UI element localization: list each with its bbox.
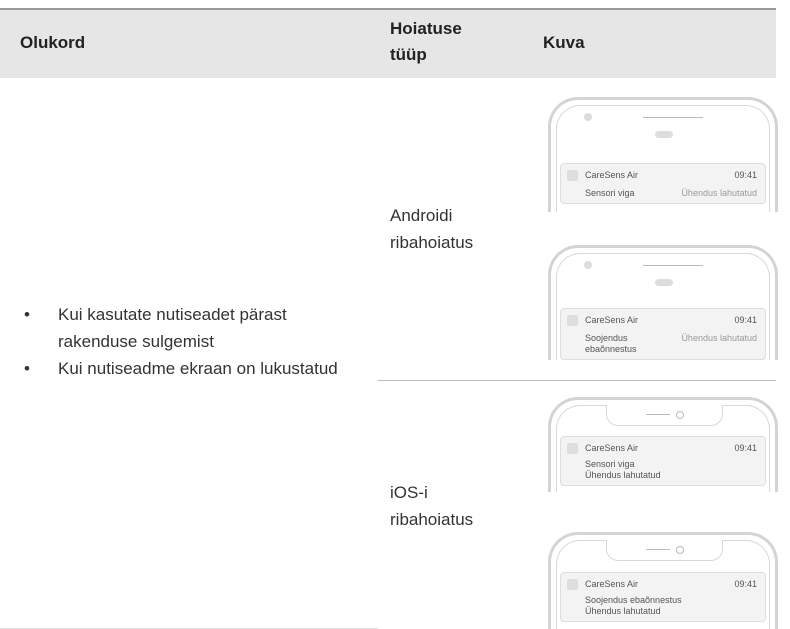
app-icon [567, 170, 578, 181]
alert-type: Androidi ribahoiatus [390, 206, 474, 252]
situation-list: Kui kasutate nutiseadet pärast rakenduse… [20, 301, 350, 382]
situation: Kui nutiseadme ekraan on lukustatud [20, 355, 350, 382]
row-divider [378, 380, 776, 381]
camera [676, 546, 684, 554]
camera [584, 261, 592, 269]
phone-mockup: CareSens Air 09:41 Sensori viga Ühendus lah… [548, 397, 778, 492]
notification-body: Sensori viga Ühendus lahutatud [585, 188, 757, 199]
phone-mockup: CareSens Air 09:41 Soojendus ebaõnnestus Üh… [548, 532, 778, 629]
app-icon [567, 315, 578, 326]
situation: Kui kasutate nutiseadet pärast rakenduse… [20, 301, 350, 355]
table-header: Olukord Hoiatuse tüüp Kuva [0, 8, 776, 78]
phone-mockup: CareSens Air 09:41 Sensori viga Ühendus lah… [548, 97, 778, 212]
phone-inner [556, 253, 770, 360]
app-name: CareSens Air [585, 443, 639, 453]
notification-status: Ühendus lahutatud [585, 606, 661, 616]
app-name: CareSens Air [585, 315, 639, 325]
notification-message: Sensori viga [585, 459, 635, 469]
notch [606, 540, 723, 561]
app-name: CareSens Air [585, 170, 639, 180]
notification-status: Ühendus lahutatud [681, 333, 757, 343]
app-icon [567, 579, 578, 590]
alert-type: iOS-i ribahoiatus [390, 483, 474, 529]
header-cell: Hoiatuse tüüp [390, 19, 462, 64]
header-cell: Kuva [543, 33, 585, 52]
speaker [646, 414, 670, 415]
notch [606, 405, 723, 426]
phone-mockup: CareSens Air 09:41 Soojendus ebaõnnestus Üh… [548, 245, 778, 360]
sensor [655, 279, 673, 286]
notification-time: 09:41 [734, 579, 757, 589]
notification-card: CareSens Air 09:41 Soojendus ebaõnnestus Üh… [560, 572, 766, 622]
notification-time: 09:41 [734, 443, 757, 453]
notification-message: Soojendus ebaõnnestus [585, 333, 637, 354]
notification-card: CareSens Air 09:41 Sensori viga Ühendus lah… [560, 436, 766, 486]
camera [676, 411, 684, 419]
app-icon [567, 443, 578, 454]
notification-time: 09:41 [734, 170, 757, 180]
sensor [655, 131, 673, 138]
speaker [643, 117, 703, 118]
notification-message: Sensori viga [585, 188, 635, 198]
camera [584, 113, 592, 121]
notification-status: Ühendus lahutatud [585, 470, 661, 480]
notification-status: Ühendus lahutatud [681, 188, 757, 198]
app-name: CareSens Air [585, 579, 639, 589]
speaker [643, 265, 703, 266]
header-cell: Olukord [20, 33, 86, 52]
notification-card: CareSens Air 09:41 Sensori viga Ühendus lah… [560, 163, 766, 204]
notification-body: Soojendus ebaõnnestus Ühendus lahutatud [585, 333, 757, 355]
phone-inner [556, 105, 770, 212]
notification-time: 09:41 [734, 315, 757, 325]
notification-message: Soojendus ebaõnnestus [585, 595, 682, 605]
notification-card: CareSens Air 09:41 Soojendus ebaõnnestus Üh… [560, 308, 766, 360]
speaker [646, 549, 670, 550]
